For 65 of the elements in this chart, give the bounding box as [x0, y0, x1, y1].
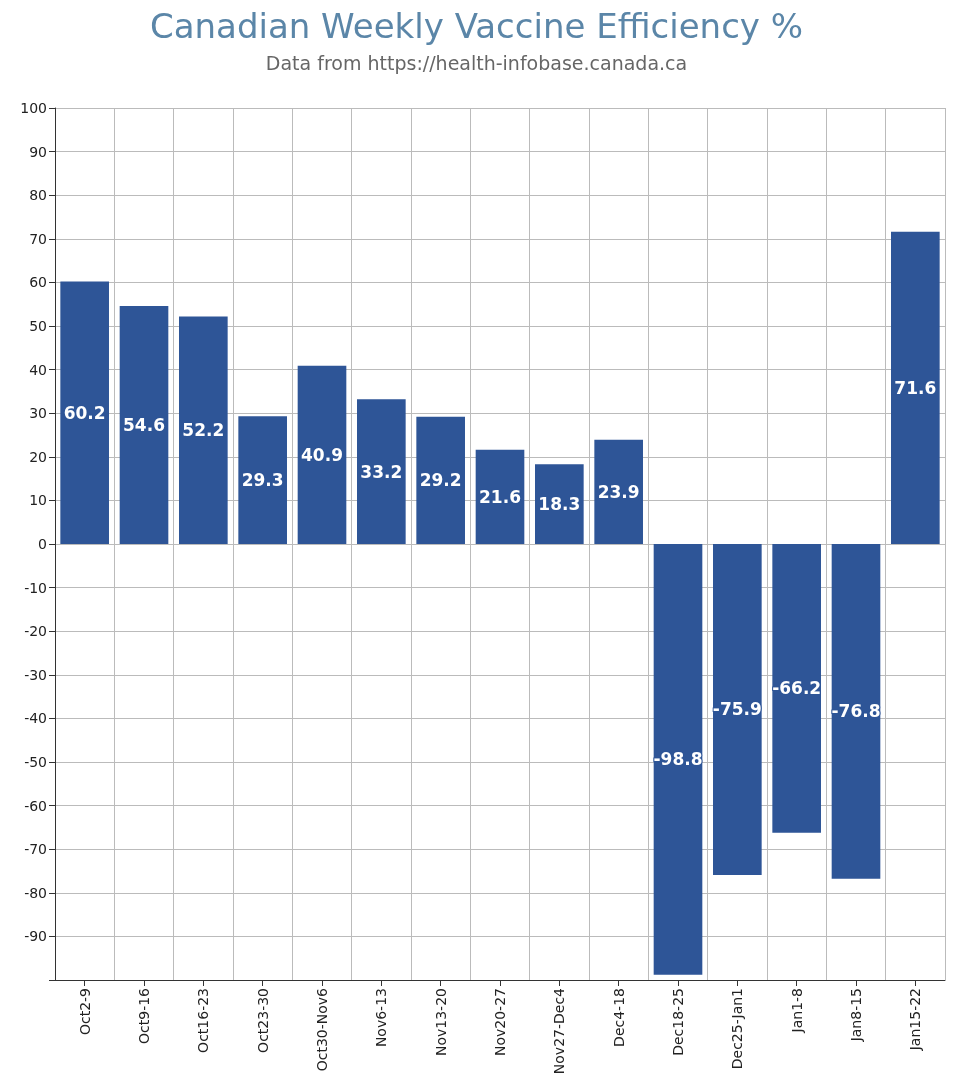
y-tick-label: -80 [24, 884, 47, 901]
data-label: 18.3 [538, 494, 581, 515]
bar [653, 544, 703, 975]
bar [297, 365, 347, 544]
data-label: 29.3 [241, 470, 284, 491]
bar [594, 439, 643, 544]
x-tick-label: Nov20-27 [492, 988, 508, 1057]
bar [772, 544, 821, 833]
bar [891, 231, 940, 544]
chart-subtitle: Data from https://health-infobase.canada.ca [265, 51, 688, 74]
data-label: 33.2 [360, 461, 403, 482]
x-tick-label: Dec25-Jan1 [729, 988, 746, 1070]
bar [238, 416, 287, 544]
y-tick-label: 10 [29, 492, 47, 509]
data-label: 52.2 [182, 420, 225, 441]
y-tick-label: 70 [29, 230, 47, 247]
x-tick-label: Nov6-13 [373, 988, 390, 1048]
y-tick-label: 40 [29, 361, 47, 378]
y-tick-label: 0 [38, 536, 47, 552]
data-label: -76.8 [831, 701, 881, 722]
bar [416, 416, 465, 544]
x-tick-label: Oct16-23 [195, 988, 212, 1053]
x-tick-label: Nov27-Dec4 [551, 987, 568, 1075]
x-tick-label: Nov13-20 [432, 988, 449, 1057]
x-tick-label: Dec4-18 [610, 988, 627, 1047]
y-tick-label: 100 [20, 100, 47, 116]
x-tick-label: Oct9-16 [136, 987, 152, 1044]
x-tick-label: Oct30-Nov6 [314, 987, 330, 1072]
y-tick-label: -40 [24, 710, 47, 727]
bar [179, 316, 228, 544]
x-tick-label: Oct23-30 [254, 988, 271, 1053]
y-tick-label: -30 [24, 666, 47, 683]
data-label: 60.2 [63, 402, 106, 423]
data-label: -98.8 [653, 749, 703, 770]
x-tick-label: Jan1-8 [788, 988, 805, 1034]
y-tick-label: 80 [29, 187, 47, 204]
data-label: 54.6 [123, 414, 165, 435]
y-tick-label: -60 [24, 797, 47, 814]
y-tick-label: 60 [29, 274, 47, 291]
data-label: 21.6 [479, 486, 521, 507]
y-tick-label: 90 [29, 143, 47, 160]
data-label: 71.6 [894, 377, 937, 398]
x-tick-label: Oct2-9 [76, 988, 93, 1036]
data-label: 40.9 [301, 444, 343, 465]
chart-title: Canadian Weekly Vaccine Efficiency % [149, 6, 804, 46]
data-label: 23.9 [597, 481, 640, 502]
y-tick-label: -10 [24, 579, 47, 596]
y-tick-label: -50 [24, 754, 47, 770]
bar [831, 544, 881, 879]
bar [60, 281, 109, 544]
y-tick-label: -70 [24, 841, 47, 858]
x-tick-label: Jan8-15 [848, 988, 864, 1043]
data-label: 29.2 [419, 470, 462, 491]
bar [119, 305, 169, 544]
x-tick-label: Dec18-25 [670, 988, 686, 1056]
y-tick-label: -90 [24, 928, 47, 945]
data-label: -75.9 [712, 699, 762, 720]
x-tick-label: Jan15-22 [907, 988, 924, 1052]
data-label: -66.2 [772, 678, 822, 699]
y-tick-label: 20 [29, 448, 47, 465]
y-tick-label: 50 [29, 318, 47, 334]
y-tick-label: 30 [29, 405, 47, 422]
bar [713, 544, 762, 875]
bar [357, 399, 406, 544]
y-tick-label: -20 [24, 623, 47, 640]
